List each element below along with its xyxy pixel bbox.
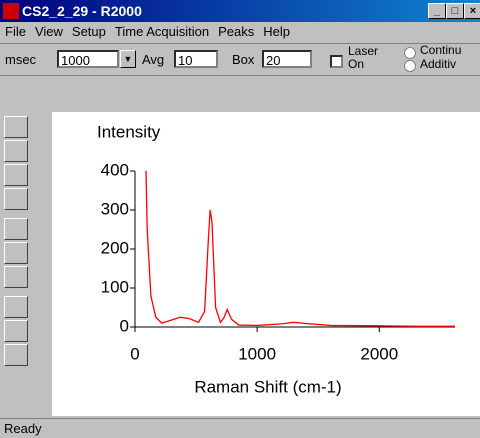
y-tick-label: 0 xyxy=(120,316,129,335)
tool-button[interactable] xyxy=(4,344,28,366)
radio-button[interactable] xyxy=(404,47,416,59)
menu-item[interactable]: View xyxy=(34,24,63,39)
tool-button[interactable] xyxy=(4,140,28,162)
laser-label: On xyxy=(348,57,365,71)
close-button[interactable]: × xyxy=(464,3,480,19)
tool-button[interactable] xyxy=(4,320,28,342)
chart: Intensity Raman Shift (cm-1) 0 100 200 300 4… xyxy=(52,112,480,416)
tool-button[interactable] xyxy=(4,116,28,138)
menu-item[interactable]: Peaks xyxy=(218,24,255,39)
laser-label: Laser xyxy=(348,44,379,58)
laser-checkbox[interactable] xyxy=(330,55,343,68)
x-tick-label: 0 xyxy=(130,344,139,363)
x-axis-label: Raman Shift (cm-1) xyxy=(194,377,341,396)
msec-value: 1000 xyxy=(61,53,90,68)
x-tick-label: 2000 xyxy=(360,344,398,363)
dropdown-button[interactable]: ▼ xyxy=(120,50,136,68)
box-value: 20 xyxy=(266,53,281,68)
tool-button[interactable] xyxy=(4,188,28,210)
msec-combo[interactable]: 1000 xyxy=(57,50,119,68)
y-axis-label: Intensity xyxy=(97,122,161,141)
status-text: Ready xyxy=(4,421,42,436)
title-bar: CS2_2_29 - R2000 _ □ × xyxy=(0,0,480,22)
tool-button[interactable] xyxy=(4,218,28,240)
app-icon xyxy=(3,3,19,19)
msec-label: msec xyxy=(5,52,37,67)
spectrum-line xyxy=(145,170,455,327)
separator xyxy=(0,75,480,76)
avg-input[interactable]: 10 xyxy=(174,50,218,68)
window-title: CS2_2_29 - R2000 xyxy=(22,3,142,19)
separator xyxy=(0,43,480,44)
radio-label: Continu xyxy=(420,43,462,57)
box-input[interactable]: 20 xyxy=(262,50,312,68)
menu-bar: File View Setup Time Acquisition Peaks Help xyxy=(0,22,480,42)
y-tick-label: 300 xyxy=(101,199,129,218)
minimize-button[interactable]: _ xyxy=(428,3,446,19)
side-toolbar xyxy=(0,112,52,416)
avg-value: 10 xyxy=(178,53,193,68)
menu-item[interactable]: Time Acquisition xyxy=(114,24,210,39)
avg-label: Avg xyxy=(142,52,165,67)
tool-button[interactable] xyxy=(4,164,28,186)
menu-item[interactable]: Setup xyxy=(71,24,106,39)
y-tick-label: 200 xyxy=(101,238,129,257)
tool-button[interactable] xyxy=(4,266,28,288)
y-tick-label: 400 xyxy=(101,160,129,179)
y-tick-label: 100 xyxy=(101,277,129,296)
x-tick-label: 1000 xyxy=(238,344,276,363)
radio-button[interactable] xyxy=(404,60,416,72)
radio-label: Additiv xyxy=(420,57,457,71)
menu-item[interactable]: Help xyxy=(263,24,290,39)
menu-item[interactable]: File xyxy=(5,24,26,39)
maximize-button[interactable]: □ xyxy=(446,3,464,19)
box-label: Box xyxy=(232,52,255,67)
tool-button[interactable] xyxy=(4,296,28,318)
tool-button[interactable] xyxy=(4,242,28,264)
status-bar: Ready xyxy=(0,418,480,438)
